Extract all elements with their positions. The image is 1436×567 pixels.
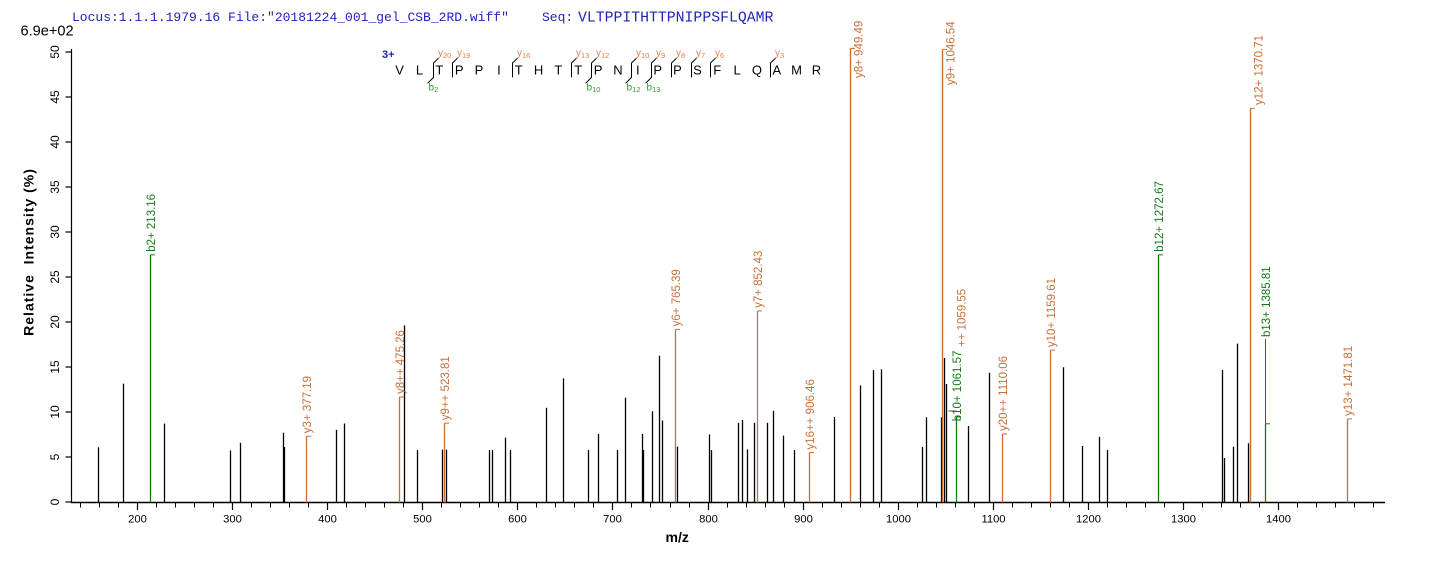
svg-text:y9+ 1046.54: y9+ 1046.54: [946, 21, 958, 85]
svg-text:P: P: [673, 63, 682, 78]
svg-text:20: 20: [48, 315, 62, 329]
svg-text:P: P: [455, 63, 464, 78]
svg-text:30: 30: [48, 225, 62, 239]
svg-text:Q: Q: [752, 63, 762, 78]
svg-text:1400: 1400: [1266, 514, 1291, 526]
svg-text:y8: y8: [676, 48, 685, 60]
svg-text:VLTPPITHTTPNIPPSFLQAMR: VLTPPITHTTPNIPPSFLQAMR: [578, 11, 773, 27]
svg-text:y6+ 765.39: y6+ 765.39: [671, 269, 683, 326]
svg-text:y8+ 949.49: y8+ 949.49: [854, 21, 866, 78]
svg-text:y12: y12: [596, 48, 609, 60]
svg-text:y13+ 1471.81: y13+ 1471.81: [1343, 346, 1355, 416]
svg-text:y20++ 1110.06: y20++ 1110.06: [998, 356, 1010, 431]
svg-text:b2: b2: [429, 83, 439, 95]
svg-text:6.9e+02: 6.9e+02: [21, 24, 74, 40]
svg-text:T: T: [574, 63, 582, 78]
svg-text:y6: y6: [715, 48, 724, 60]
svg-text:y19: y19: [457, 48, 470, 60]
svg-text:y7+ 852.43: y7+ 852.43: [753, 251, 765, 308]
svg-text:50: 50: [48, 45, 62, 59]
svg-text:y16: y16: [517, 48, 530, 60]
svg-text:L: L: [416, 63, 423, 78]
svg-text:b2+ 213.16: b2+ 213.16: [146, 194, 158, 252]
svg-text:35: 35: [48, 180, 62, 194]
svg-text:y3: y3: [775, 48, 784, 60]
svg-text:1300: 1300: [1171, 514, 1196, 526]
svg-text:H: H: [534, 63, 543, 78]
svg-text:m/z: m/z: [666, 529, 689, 545]
svg-text:V: V: [395, 63, 404, 78]
svg-text:y3+ 377.19: y3+ 377.19: [302, 376, 314, 433]
svg-text:b10: b10: [587, 83, 601, 95]
svg-text:800: 800: [699, 514, 718, 526]
svg-text:1200: 1200: [1076, 514, 1101, 526]
svg-text:F: F: [713, 63, 721, 78]
svg-text:y8++ 475.26: y8++ 475.26: [395, 330, 407, 394]
svg-text:y9: y9: [656, 48, 665, 60]
svg-text:y12+ 1370.71: y12+ 1370.71: [1254, 35, 1266, 105]
svg-text:R: R: [812, 63, 821, 78]
svg-text:P: P: [594, 63, 603, 78]
svg-text:P: P: [653, 63, 662, 78]
svg-text:I: I: [636, 63, 640, 78]
svg-text:b12: b12: [627, 83, 641, 95]
svg-text:700: 700: [603, 514, 622, 526]
svg-text:b12+ 1272.67: b12+ 1272.67: [1154, 181, 1166, 252]
svg-text:Relative Intensity (%): Relative Intensity (%): [21, 168, 37, 336]
svg-text:10: 10: [48, 405, 62, 419]
svg-text:45: 45: [48, 90, 62, 104]
svg-text:b10+ 1061.57: b10+ 1061.57: [952, 351, 964, 422]
svg-text:y10+ 1159.61: y10+ 1159.61: [1046, 278, 1058, 347]
svg-text:T: T: [554, 63, 562, 78]
svg-text:200: 200: [128, 514, 147, 526]
svg-text:15: 15: [48, 360, 62, 374]
svg-text:N: N: [613, 63, 622, 78]
svg-text:600: 600: [508, 514, 527, 526]
svg-text:T: T: [435, 63, 443, 78]
svg-text:y20: y20: [438, 48, 451, 60]
svg-text:y10: y10: [636, 48, 649, 60]
svg-text:300: 300: [223, 514, 242, 526]
svg-text:I: I: [497, 63, 501, 78]
svg-text:++ 1059.55: ++ 1059.55: [957, 289, 969, 347]
svg-text:b13+ 1385.81: b13+ 1385.81: [1261, 266, 1273, 337]
svg-text:M: M: [791, 63, 802, 78]
svg-text:L: L: [733, 63, 740, 78]
svg-text:S: S: [693, 63, 702, 78]
svg-text:P: P: [475, 63, 484, 78]
svg-text:25: 25: [48, 270, 62, 284]
svg-text:1100: 1100: [981, 514, 1005, 526]
svg-text:y9++ 523.81: y9++ 523.81: [440, 356, 452, 420]
svg-text:y7: y7: [696, 48, 705, 60]
svg-text:Locus:1.1.1.1979.16 File:"2018: Locus:1.1.1.1979.16 File:"20181224_001_g…: [72, 10, 509, 25]
svg-text:5: 5: [48, 453, 62, 460]
svg-text:40: 40: [48, 135, 62, 149]
svg-text:y13: y13: [576, 48, 589, 60]
svg-text:b13: b13: [647, 83, 661, 95]
svg-text:Seq:: Seq:: [542, 10, 573, 25]
svg-text:1000: 1000: [886, 514, 911, 526]
svg-text:500: 500: [413, 514, 432, 526]
svg-text:y16++ 906.46: y16++ 906.46: [805, 379, 817, 449]
svg-text:A: A: [772, 63, 781, 78]
svg-text:T: T: [515, 63, 523, 78]
svg-text:0: 0: [48, 498, 62, 505]
svg-text:400: 400: [318, 514, 337, 526]
svg-text:900: 900: [794, 514, 813, 526]
svg-text:3+: 3+: [382, 49, 395, 61]
